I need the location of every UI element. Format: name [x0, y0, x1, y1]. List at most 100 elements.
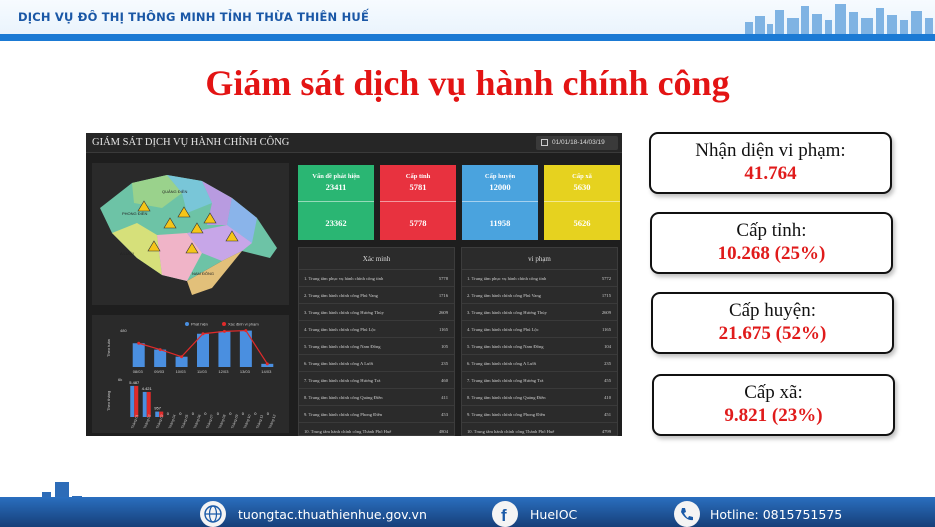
info-value: 9.821 (23%)	[724, 405, 823, 426]
info-box-commune: Cấp xã: 9.821 (23%)	[652, 374, 895, 436]
chart2-tick-label: Tháng 11	[255, 414, 264, 429]
info-value: 10.268 (25%)	[717, 243, 826, 264]
chart2-bar-label: 0	[229, 411, 232, 416]
kpi-card[interactable]: Vấn đề phát hiện 23411 23362	[298, 165, 374, 240]
table-row[interactable]: 7. Trung tâm hành chính công Hương Trà 45…	[462, 372, 617, 389]
facebook-icon: f	[492, 501, 518, 527]
row-name: 10. Trung tâm hành chính công Thành Phố …	[304, 429, 392, 434]
chart2-bar-label: 4.421	[142, 386, 153, 391]
table-row[interactable]: 10. Trung tâm hành chính công Thành Phố …	[299, 423, 454, 436]
chart1-bar	[132, 343, 145, 367]
dashboard-header: GIÁM SÁT DỊCH VỤ HÀNH CHÍNH CÔNG 01/01/1…	[86, 133, 622, 153]
footer-website[interactable]: tuongtac.thuathienhue.gov.vn	[200, 501, 440, 527]
table-row[interactable]: 6. Trung tâm hành chính công A Lưới 235	[299, 355, 454, 372]
calendar-icon	[541, 139, 548, 146]
info-box-province: Cấp tỉnh: 10.268 (25%)	[650, 212, 893, 274]
table-row[interactable]: 10. Trung tâm hành chính công Thành Phố …	[462, 423, 617, 436]
row-name: 5. Trung tâm hành chính công Nam Đông	[467, 344, 544, 349]
chart1-tick-label: 10/03	[176, 369, 187, 374]
chart2-bar-violation	[146, 391, 151, 417]
chart2-tick-label: Tháng 09	[230, 414, 239, 429]
chart1-tick-label: 09/03	[154, 369, 165, 374]
table-row[interactable]: 8. Trung tâm hành chính công Quảng Điền 4…	[299, 389, 454, 406]
row-value: 1716	[438, 293, 448, 298]
table-violation-header: vi phạm	[462, 248, 617, 270]
header-bar: DỊCH VỤ ĐÔ THỊ THÔNG MINH TỈNH THỪA THIÊ…	[0, 0, 935, 41]
kpi-value-top: 5781	[409, 182, 427, 192]
table-row[interactable]: 4. Trung tâm hành chính công Phú Lộc 1165	[462, 321, 617, 338]
map-label-nam-dong: NAM ĐÔNG	[192, 271, 214, 276]
footer-facebook[interactable]: f HueIOC	[492, 501, 612, 527]
footer-website-text: tuongtac.thuathienhue.gov.vn	[238, 507, 427, 522]
date-range-picker[interactable]: 01/01/18-14/03/19	[536, 136, 618, 150]
charts-svg: Phát hiện Xác định vi phạm 480 6k Theo t…	[106, 322, 277, 430]
chart1-violation-point	[137, 341, 141, 345]
table-row[interactable]: 9. Trung tâm hành chính công Phong Điền 4…	[299, 406, 454, 423]
chart2-tick-label: Tháng 07	[205, 414, 214, 429]
province-map[interactable]: PHONG ĐIỀN QUẢNG ĐIỀN A LƯỚI NAM ĐÔNG	[92, 163, 289, 305]
row-value: 105	[441, 344, 448, 349]
table-row[interactable]: 6. Trung tâm hành chính công A Lưới 235	[462, 355, 617, 372]
row-name: 3. Trung tâm hành chính công Hương Thủy	[467, 310, 547, 315]
kpi-card[interactable]: Cấp xã 5630 5626	[544, 165, 620, 240]
chart2-tick-label: Tháng 10	[243, 414, 252, 429]
chart2-bar-label: 0	[204, 411, 207, 416]
table-row[interactable]: 5. Trung tâm hành chính công Nam Đông 105	[299, 338, 454, 355]
map-label-quang-dien: QUẢNG ĐIỀN	[162, 189, 187, 194]
chart2-bar-label: 0	[267, 411, 270, 416]
chart1-violation-point	[222, 329, 226, 333]
kpi-caption: Vấn đề phát hiện	[312, 173, 360, 180]
info-label: Cấp huyện:	[728, 300, 817, 321]
chart1-tick-label: 12/03	[218, 369, 229, 374]
table-row[interactable]: 5. Trung tâm hành chính công Nam Đông 104	[462, 338, 617, 355]
info-box-district: Cấp huyện: 21.675 (52%)	[651, 292, 894, 354]
table-verified: Xác minh 1. Trung tâm phục vụ hành chính…	[298, 247, 455, 436]
chart2-bar-label: 5.487	[129, 380, 140, 385]
row-name: 4. Trung tâm hành chính công Phú Lộc	[467, 327, 539, 332]
row-value: 460	[441, 378, 448, 383]
table-row[interactable]: 4. Trung tâm hành chính công Phú Lộc 1165	[299, 321, 454, 338]
row-name: 8. Trung tâm hành chính công Quảng Điền	[304, 395, 383, 400]
table-violation: vi phạm 1. Trung tâm phục vụ hành chính …	[461, 247, 618, 436]
chart1-bar	[218, 331, 231, 367]
row-value: 410	[604, 395, 611, 400]
table-row[interactable]: 8. Trung tâm hành chính công Quảng Điền 4…	[462, 389, 617, 406]
legend-marker-violation	[222, 322, 226, 326]
table-row[interactable]: 7. Trung tâm hành chính công Hương Trà 46…	[299, 372, 454, 389]
chart2-ytick-top: 6k	[118, 377, 122, 382]
kpi-card[interactable]: Cấp tỉnh 5781 5778	[380, 165, 456, 240]
table-row[interactable]: 3. Trung tâm hành chính công Hương Thủy 2…	[299, 304, 454, 321]
kpi-caption: Cấp tỉnh	[405, 173, 431, 180]
chart1-bar	[175, 356, 188, 367]
table-row[interactable]: 9. Trung tâm hành chính công Phong Điền 4…	[462, 406, 617, 423]
row-value: 104	[604, 344, 611, 349]
info-value: 41.764	[744, 163, 797, 184]
row-value: 1715	[601, 293, 611, 298]
chart2-bar-label: 0	[217, 411, 220, 416]
kpi-caption: Cấp huyện	[484, 173, 516, 180]
legend-detected: Phát hiện	[191, 322, 208, 327]
footer-hotline[interactable]: Hotline: 0815751575	[674, 501, 874, 527]
map-svg: PHONG ĐIỀN QUẢNG ĐIỀN A LƯỚI NAM ĐÔNG	[100, 175, 277, 295]
chart1-tick-label: 11/03	[197, 369, 207, 374]
table-row[interactable]: 3. Trung tâm hành chính công Hương Thủy 2…	[462, 304, 617, 321]
chart2-bar	[155, 411, 160, 417]
kpi-card[interactable]: Cấp huyện 12000 11958	[462, 165, 538, 240]
table-row[interactable]: 2. Trung tâm hành chính công Phú Vang 171…	[299, 287, 454, 304]
table-row[interactable]: 1. Trung tâm phục vụ hành chính công tỉn…	[299, 270, 454, 287]
kpi-caption: Cấp xã	[572, 173, 592, 180]
table-row[interactable]: 1. Trung tâm phục vụ hành chính công tỉn…	[462, 270, 617, 287]
table-row[interactable]: 2. Trung tâm hành chính công Phú Vang 171…	[462, 287, 617, 304]
info-label: Cấp tỉnh:	[736, 220, 807, 241]
row-value: 235	[441, 361, 448, 366]
row-value: 2609	[601, 310, 611, 315]
chart-weekly: 08/03 09/03 10/03 11/03 12/03 13/03 14/03	[132, 329, 274, 374]
globe-icon	[200, 501, 226, 527]
row-name: 7. Trung tâm hành chính công Hương Trà	[467, 378, 544, 383]
map-label-phong-dien: PHONG ĐIỀN	[122, 211, 147, 216]
chart1-violation-point	[158, 348, 162, 352]
kpi-value-top: 23411	[325, 182, 347, 192]
row-value: 5772	[601, 276, 611, 281]
